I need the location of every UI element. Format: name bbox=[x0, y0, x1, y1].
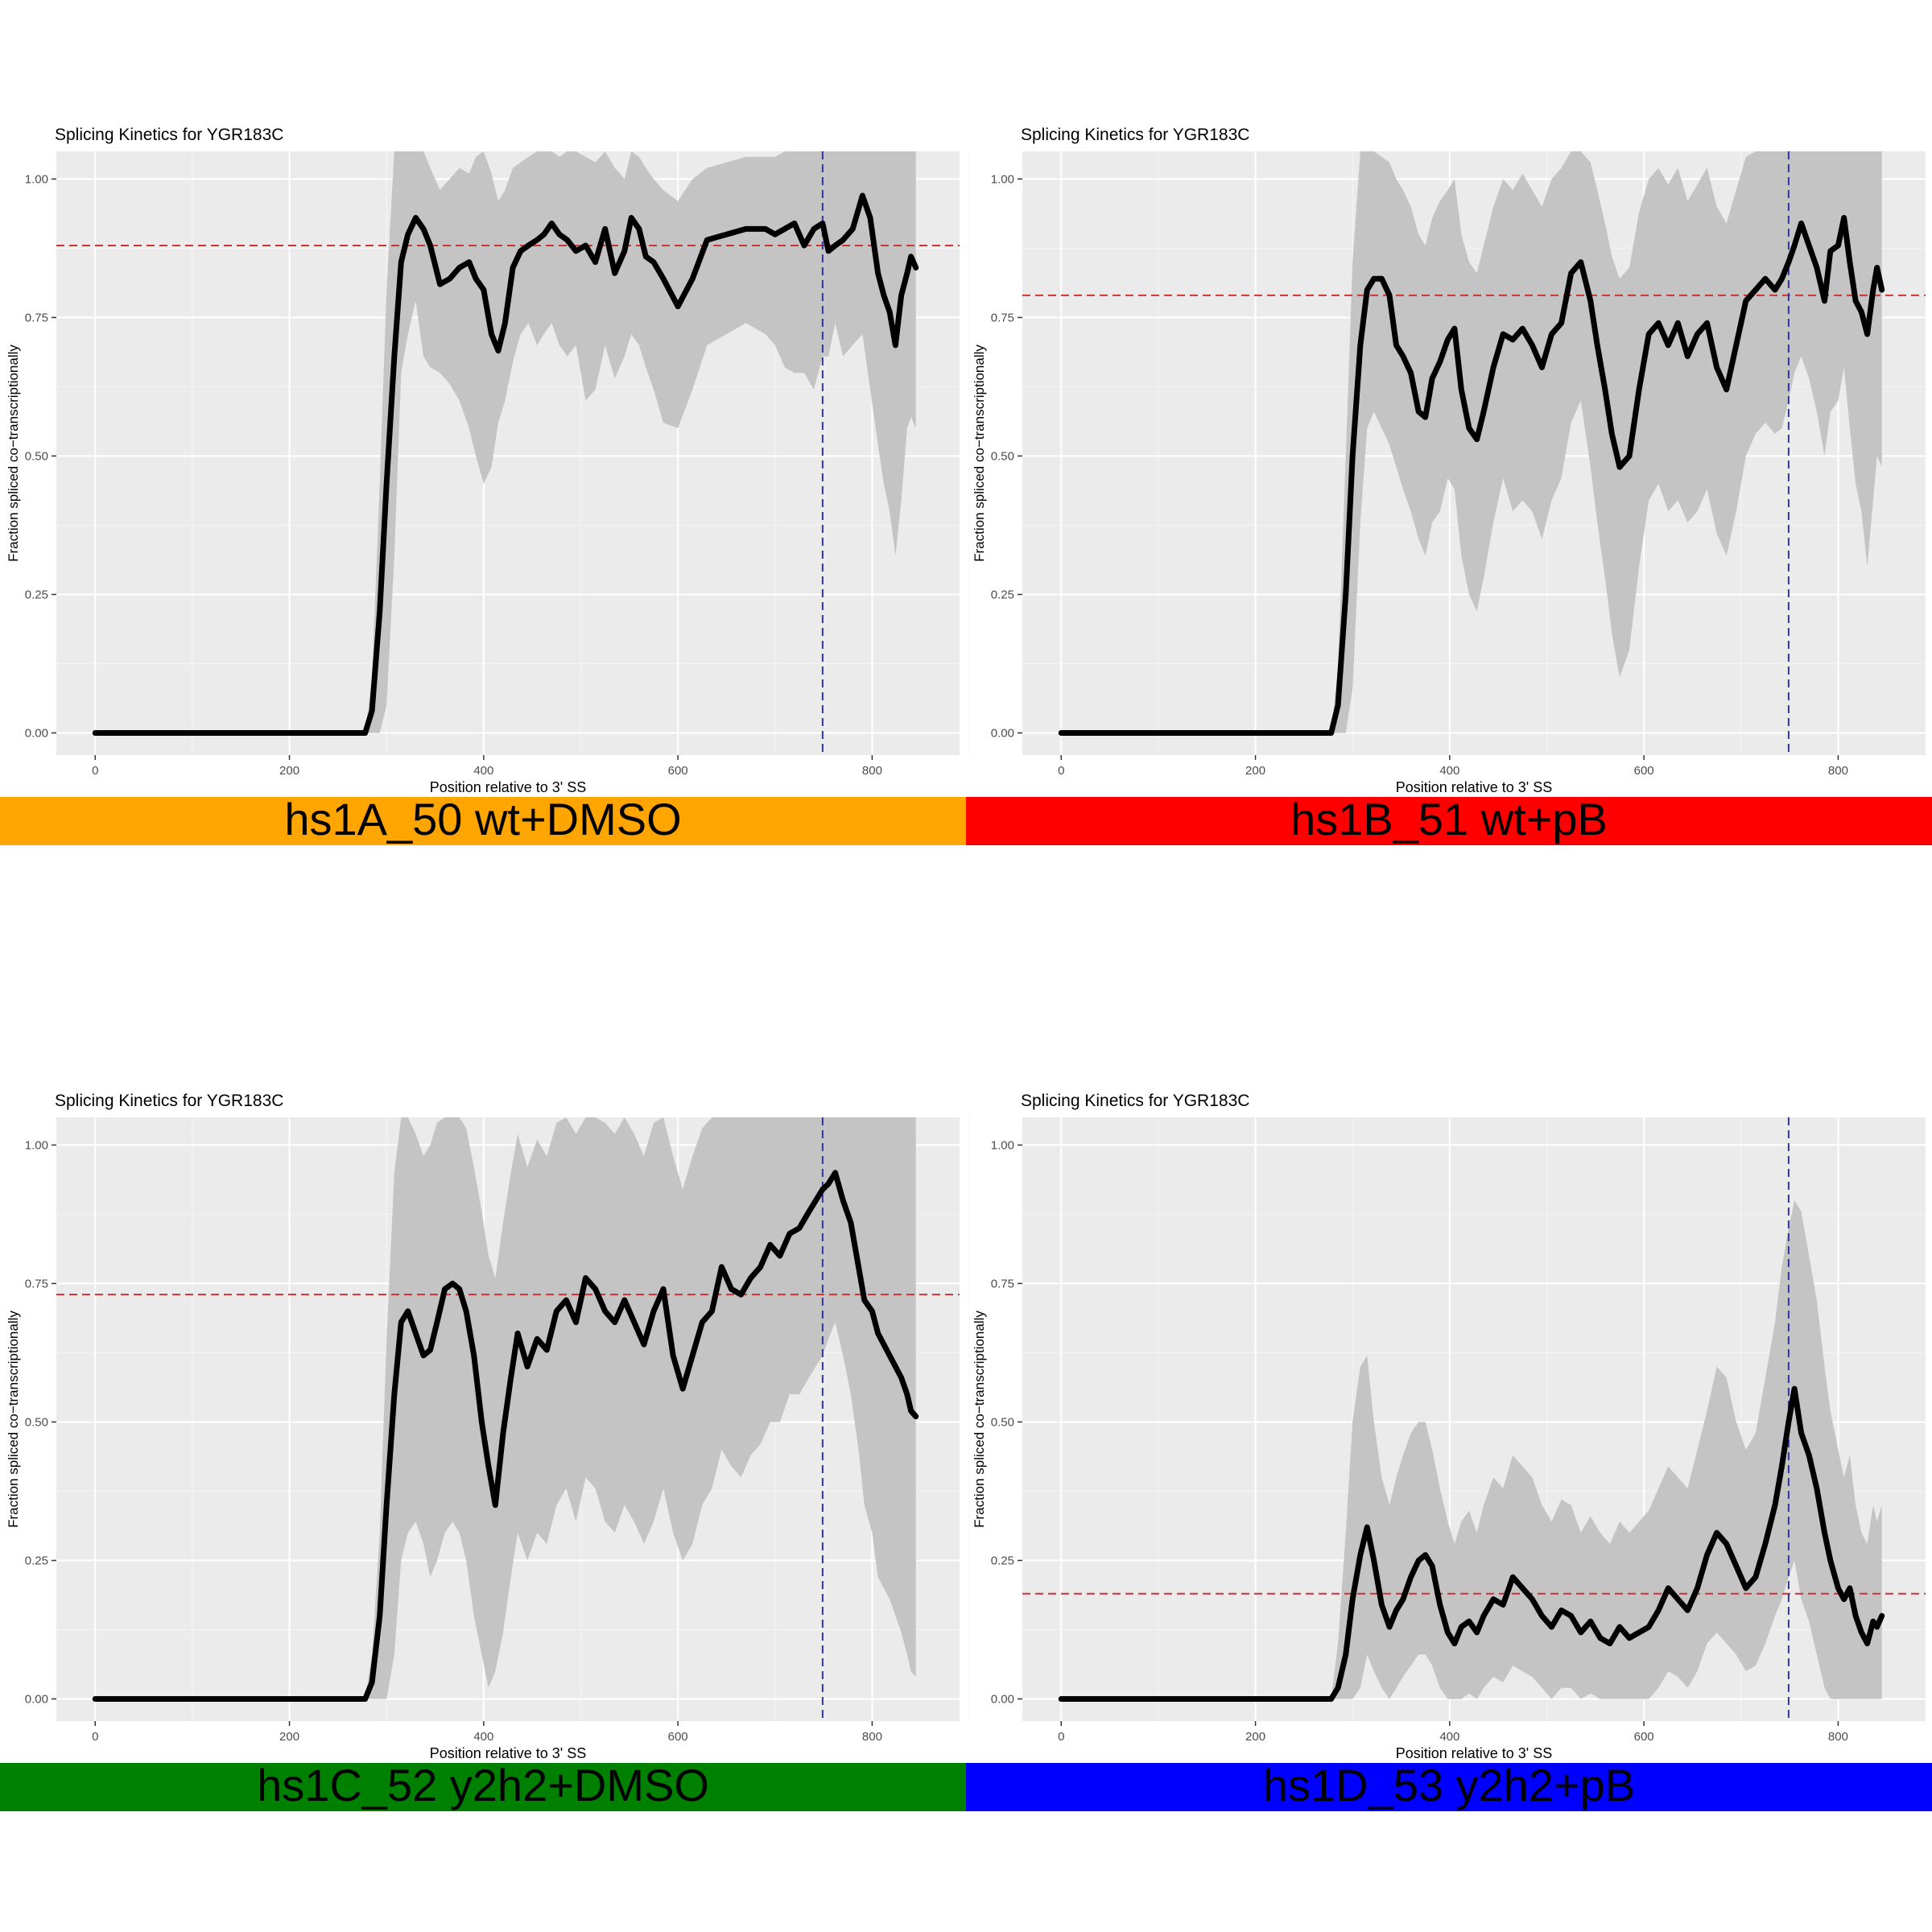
y-tick-label: 0.00 bbox=[25, 726, 48, 740]
y-axis-label: Fraction spliced co−transcriptionally bbox=[972, 345, 987, 562]
chart-panel-2: 0.00 0.25 0.50 0.75 1.00 0 200 400 600 800 Splicin… bbox=[966, 126, 1932, 845]
plot-area bbox=[56, 151, 960, 755]
x-axis-label: Position relative to 3' SS bbox=[1396, 779, 1553, 795]
sample-banner bbox=[0, 1763, 966, 1811]
x-tick-label: 0 bbox=[1058, 764, 1064, 778]
x-tick-label: 0 bbox=[92, 764, 98, 778]
confidence-ribbon bbox=[1061, 1200, 1882, 1699]
x-tick-label: 400 bbox=[473, 764, 493, 778]
x-tick-label: 200 bbox=[279, 764, 299, 778]
y-tick-label: 0.50 bbox=[25, 1415, 48, 1429]
y-tick-label: 0.50 bbox=[991, 1415, 1014, 1429]
chart-panel-4: 0.00 0.25 0.50 0.75 1.00 0 200 400 600 800 Splicin… bbox=[966, 1092, 1932, 1811]
y-tick-label: 0.75 bbox=[991, 1277, 1014, 1290]
y-tick-label: 0.25 bbox=[991, 1554, 1014, 1567]
y-axis-label: Fraction spliced co−transcriptionally bbox=[6, 345, 21, 562]
y-tick-label: 1.00 bbox=[25, 172, 48, 186]
sample-banner bbox=[966, 1763, 1932, 1811]
x-tick-label: 200 bbox=[1245, 764, 1265, 778]
y-tick-label: 0.50 bbox=[25, 449, 48, 463]
chart-panel-1: 0.00 0.25 0.50 0.75 1.00 0 200 400 600 800 Splicin… bbox=[0, 126, 970, 845]
plot-area bbox=[1022, 1117, 1926, 1721]
y-tick-label: 0.50 bbox=[991, 449, 1014, 463]
x-tick-label: 400 bbox=[1439, 764, 1459, 778]
x-tick-label: 200 bbox=[279, 1730, 299, 1744]
confidence-ribbon bbox=[1061, 151, 1882, 733]
sample-banner-label: hs1C_52 y2h2+DMSO bbox=[257, 1760, 709, 1810]
y-tick-label: 1.00 bbox=[991, 172, 1014, 186]
y-tick-label: 0.25 bbox=[25, 1554, 48, 1567]
chart-title: Splicing Kinetics for YGR183C bbox=[1021, 1092, 1249, 1110]
y-tick-label: 0.00 bbox=[991, 726, 1014, 740]
confidence-ribbon bbox=[95, 151, 916, 733]
chart-panel-3: 0.00 0.25 0.50 0.75 1.00 0 200 400 600 800 Splicin… bbox=[0, 1092, 970, 1811]
sample-banner-label: hs1B_51 wt+pB bbox=[1290, 794, 1608, 844]
y-tick-label: 1.00 bbox=[991, 1138, 1014, 1152]
x-tick-label: 800 bbox=[862, 1730, 882, 1744]
chart-title: Splicing Kinetics for YGR183C bbox=[55, 1092, 283, 1110]
x-axis-label: Position relative to 3' SS bbox=[1396, 1745, 1553, 1761]
y-tick-label: 0.75 bbox=[25, 1277, 48, 1290]
x-axis-label: Position relative to 3' SS bbox=[430, 1745, 587, 1761]
x-tick-label: 0 bbox=[92, 1730, 98, 1744]
plot-area bbox=[1022, 151, 1926, 755]
y-tick-label: 0.25 bbox=[25, 588, 48, 601]
plot-area bbox=[56, 1117, 960, 1721]
sample-banner bbox=[966, 797, 1932, 845]
series-line bbox=[92, 1170, 919, 1702]
x-tick-label: 400 bbox=[1439, 1730, 1459, 1744]
x-tick-label: 200 bbox=[1245, 1730, 1265, 1744]
x-tick-label: 400 bbox=[473, 1730, 493, 1744]
x-axis-label: Position relative to 3' SS bbox=[430, 779, 587, 795]
y-tick-label: 0.75 bbox=[25, 311, 48, 324]
chart-title: Splicing Kinetics for YGR183C bbox=[55, 126, 283, 144]
series-line bbox=[1058, 1385, 1885, 1702]
x-tick-label: 600 bbox=[1634, 764, 1654, 778]
series-line bbox=[1058, 215, 1885, 736]
sample-banner-label: hs1A_50 wt+DMSO bbox=[284, 794, 681, 844]
x-tick-label: 0 bbox=[1058, 1730, 1064, 1744]
y-tick-label: 0.00 bbox=[25, 1692, 48, 1706]
y-axis-label: Fraction spliced co−transcriptionally bbox=[6, 1311, 21, 1528]
y-tick-label: 0.25 bbox=[991, 588, 1014, 601]
x-tick-label: 600 bbox=[668, 1730, 688, 1744]
x-tick-label: 600 bbox=[1634, 1730, 1654, 1744]
y-axis-label: Fraction spliced co−transcriptionally bbox=[972, 1311, 987, 1528]
sample-banner-label: hs1D_53 y2h2+pB bbox=[1263, 1760, 1635, 1810]
x-tick-label: 800 bbox=[1828, 764, 1848, 778]
x-tick-label: 600 bbox=[668, 764, 688, 778]
series-line bbox=[92, 192, 919, 736]
y-tick-label: 0.00 bbox=[991, 1692, 1014, 1706]
y-tick-label: 0.75 bbox=[991, 311, 1014, 324]
y-tick-label: 1.00 bbox=[25, 1138, 48, 1152]
sample-banner bbox=[0, 797, 966, 845]
x-tick-label: 800 bbox=[1828, 1730, 1848, 1744]
chart-title: Splicing Kinetics for YGR183C bbox=[1021, 126, 1249, 144]
x-tick-label: 800 bbox=[862, 764, 882, 778]
